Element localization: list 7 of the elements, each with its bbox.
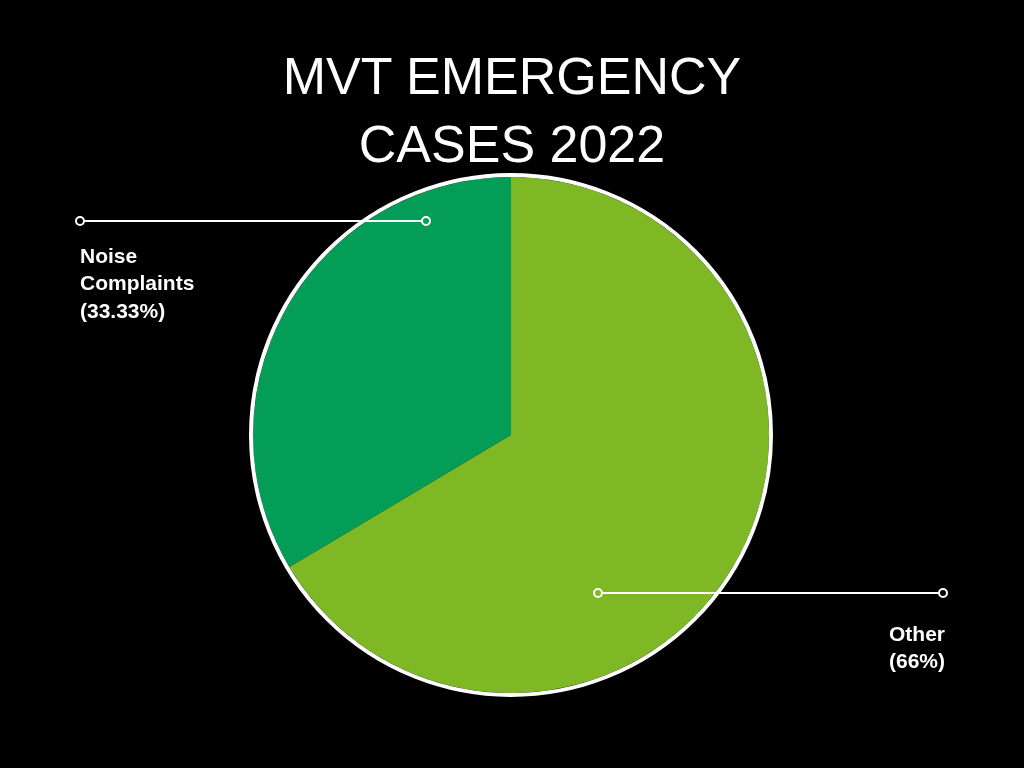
data-label: (33.33%) [80, 298, 166, 322]
slice-label: Other [889, 622, 946, 645]
pie-slice [289, 177, 769, 693]
data-label: (66%) [889, 649, 946, 673]
pie-slice [253, 177, 511, 568]
slice-label: Noise Complaints [80, 244, 195, 295]
chart-title: MVT EMERGENCY CASES 2022 [282, 47, 742, 173]
